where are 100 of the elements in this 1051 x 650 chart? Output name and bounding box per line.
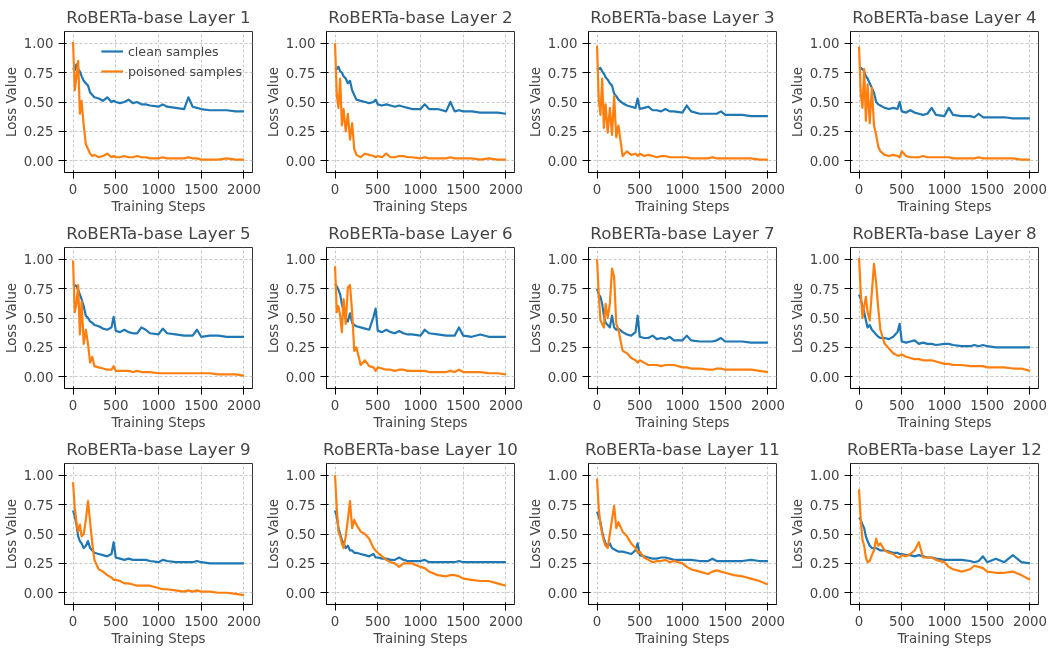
y-tick-label: 0.50 xyxy=(547,311,578,326)
x-tick-label: 0 xyxy=(68,181,78,197)
y-tick-label: 0.50 xyxy=(23,527,54,542)
chart-title: RoBERTa-base Layer 9 xyxy=(66,439,251,459)
x-axis-title: Training Steps xyxy=(110,414,206,430)
x-tick-label: 500 xyxy=(103,181,129,197)
x-tick-label: 1500 xyxy=(446,397,481,413)
x-tick-label: 500 xyxy=(627,397,653,413)
y-tick-label: 0.75 xyxy=(23,281,54,297)
y-tick-label: 0.00 xyxy=(809,369,840,385)
x-tick-label: 1500 xyxy=(184,181,219,197)
chart-title: RoBERTa-base Layer 2 xyxy=(328,7,513,27)
x-tick-label: 1000 xyxy=(927,613,962,629)
x-tick-label: 1000 xyxy=(141,181,176,197)
x-tick-label: 1500 xyxy=(446,181,481,197)
x-tick-label: 0 xyxy=(854,181,864,197)
y-axis-title: Loss Value xyxy=(527,282,543,354)
y-axis-title: Loss Value xyxy=(789,498,805,570)
y-tick-label: 0.00 xyxy=(285,369,316,385)
x-tick-label: 500 xyxy=(889,613,915,629)
x-tick-label: 0 xyxy=(592,181,602,197)
x-tick-label: 1000 xyxy=(665,397,700,413)
x-tick-label: 1000 xyxy=(665,181,700,197)
x-tick-label: 1000 xyxy=(141,397,176,413)
y-tick-label: 0.25 xyxy=(23,556,54,572)
y-tick-label: 0.25 xyxy=(547,124,578,140)
y-tick-label: 0.00 xyxy=(285,153,316,169)
y-tick-label: 1.00 xyxy=(23,252,54,268)
y-tick-label: 0.00 xyxy=(809,153,840,169)
x-tick-label: 0 xyxy=(854,397,864,413)
y-tick-label: 0.25 xyxy=(809,340,840,356)
x-tick-label: 1000 xyxy=(403,397,438,413)
x-tick-label: 1000 xyxy=(927,397,962,413)
x-tick-label: 500 xyxy=(889,181,915,197)
y-tick-label: 0.25 xyxy=(547,340,578,356)
y-tick-label: 0.25 xyxy=(809,124,840,140)
y-tick-label: 0.25 xyxy=(285,556,316,572)
chart-title: RoBERTa-base Layer 3 xyxy=(590,7,775,27)
x-tick-label: 2000 xyxy=(1012,181,1047,197)
x-tick-label: 500 xyxy=(103,613,129,629)
y-tick-label: 0.50 xyxy=(809,311,840,326)
y-tick-label: 0.25 xyxy=(285,124,316,140)
x-axis-title: Training Steps xyxy=(896,414,992,430)
y-tick-label: 0.00 xyxy=(285,585,316,601)
y-tick-label: 0.50 xyxy=(809,95,840,110)
y-axis-title: Loss Value xyxy=(527,498,543,570)
y-tick-label: 1.00 xyxy=(285,36,316,52)
x-tick-label: 1500 xyxy=(708,397,743,413)
x-tick-label: 500 xyxy=(365,613,391,629)
x-tick-label: 0 xyxy=(592,613,602,629)
y-tick-label: 1.00 xyxy=(285,468,316,484)
x-tick-label: 1500 xyxy=(184,397,219,413)
y-tick-label: 1.00 xyxy=(809,468,840,484)
x-tick-label: 500 xyxy=(627,613,653,629)
y-tick-label: 0.75 xyxy=(285,281,316,297)
x-axis-title: Training Steps xyxy=(634,414,730,430)
y-axis-title: Loss Value xyxy=(527,66,543,138)
x-axis-title: Training Steps xyxy=(372,630,468,646)
y-tick-label: 0.75 xyxy=(23,65,54,81)
x-tick-label: 0 xyxy=(68,613,78,629)
x-tick-label: 0 xyxy=(592,397,602,413)
x-tick-label: 2000 xyxy=(227,181,261,197)
x-tick-label: 1000 xyxy=(403,613,438,629)
x-tick-label: 2000 xyxy=(1012,397,1047,413)
legend-label: clean samples xyxy=(127,43,219,59)
y-axis-title: Loss Value xyxy=(3,66,19,138)
x-tick-label: 500 xyxy=(103,397,129,413)
chart-title: RoBERTa-base Layer 12 xyxy=(847,439,1042,459)
y-tick-label: 0.75 xyxy=(547,281,578,297)
x-tick-label: 2000 xyxy=(488,181,523,197)
x-tick-label: 1500 xyxy=(970,181,1005,197)
x-axis-title: Training Steps xyxy=(896,630,992,646)
x-tick-label: 1500 xyxy=(446,613,481,629)
y-tick-label: 0.75 xyxy=(809,65,840,81)
y-tick-label: 0.50 xyxy=(23,311,54,326)
y-tick-label: 0.50 xyxy=(23,95,54,110)
x-tick-label: 1500 xyxy=(708,181,743,197)
y-tick-label: 0.75 xyxy=(809,497,840,513)
y-tick-label: 0.25 xyxy=(23,340,54,356)
chart-title: RoBERTa-base Layer 5 xyxy=(66,223,251,243)
x-tick-label: 1500 xyxy=(970,613,1005,629)
y-tick-label: 1.00 xyxy=(285,252,316,268)
chart-title: RoBERTa-base Layer 6 xyxy=(328,223,513,243)
y-tick-label: 1.00 xyxy=(809,36,840,52)
y-tick-label: 0.00 xyxy=(23,585,54,601)
x-axis-title: Training Steps xyxy=(634,630,730,646)
x-axis-title: Training Steps xyxy=(896,198,992,214)
y-tick-label: 0.50 xyxy=(547,95,578,110)
legend-label: poisoned samples xyxy=(127,63,242,79)
x-tick-label: 2000 xyxy=(750,613,785,629)
y-tick-label: 0.75 xyxy=(547,497,578,513)
y-tick-label: 0.00 xyxy=(23,369,54,385)
y-tick-label: 0.25 xyxy=(23,124,54,140)
chart-title: RoBERTa-base Layer 8 xyxy=(852,223,1037,243)
y-tick-label: 1.00 xyxy=(547,36,578,52)
x-tick-label: 0 xyxy=(854,613,864,629)
y-axis-title: Loss Value xyxy=(265,498,281,570)
y-tick-label: 0.25 xyxy=(285,340,316,356)
y-tick-label: 0.75 xyxy=(23,497,54,513)
y-tick-label: 0.50 xyxy=(547,527,578,542)
